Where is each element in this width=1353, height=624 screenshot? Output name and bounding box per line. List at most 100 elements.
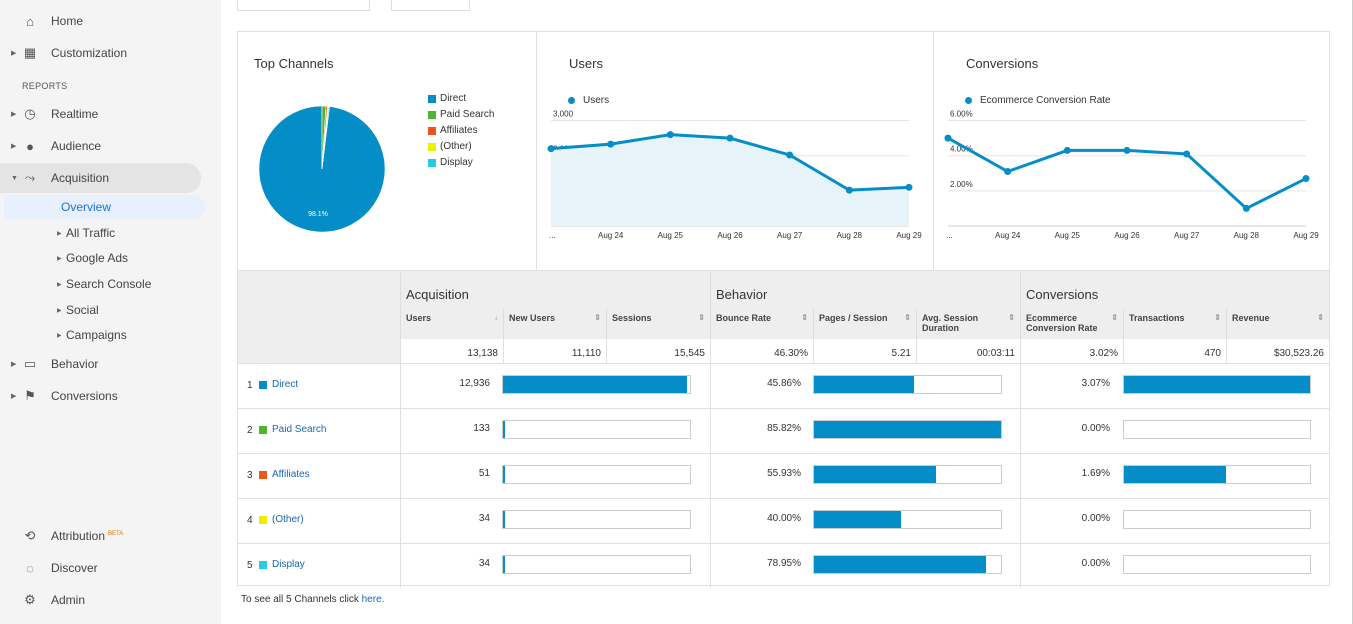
bounce-rate-value: 40.00%: [767, 513, 801, 524]
nav-overview[interactable]: Overview: [4, 195, 205, 219]
nav-realtime[interactable]: ▶ ◷ Realtime: [0, 99, 221, 129]
nav-realtime-label: Realtime: [51, 107, 99, 121]
data-point[interactable]: [1063, 146, 1071, 154]
channel-link[interactable]: Display: [272, 559, 305, 570]
data-point[interactable]: [905, 183, 913, 191]
data-point[interactable]: [726, 134, 734, 142]
conversions-title: Conversions: [966, 56, 1039, 71]
nav-discover[interactable]: ◌ Discover: [0, 553, 221, 583]
x-tick-label: Aug 26: [717, 231, 743, 240]
column-separator: [400, 364, 401, 408]
conversion-rate-value: 0.00%: [1081, 558, 1110, 569]
bounce-rate-value: 85.82%: [767, 423, 801, 434]
sort-icon[interactable]: ⇕: [1317, 313, 1324, 322]
channel-swatch: [259, 426, 267, 434]
nav-conversions-label: Conversions: [51, 389, 118, 403]
table-row: 3 Affiliates 51 55.93% 1.69%: [238, 453, 1329, 498]
column-header-label: Pages / Session: [819, 313, 888, 323]
column-header[interactable]: Avg. Session Duration ⇕: [916, 309, 1020, 339]
nav-google-ads[interactable]: ▶ Google Ads: [0, 246, 221, 270]
sort-icon[interactable]: ⇕: [801, 313, 808, 322]
users-legend: Users: [568, 95, 609, 106]
sort-icon[interactable]: ⇕: [904, 313, 911, 322]
dashboard-icon: ▦: [23, 45, 37, 60]
pie-slice[interactable]: [321, 106, 330, 170]
channel-link[interactable]: Paid Search: [272, 424, 327, 435]
sort-icon[interactable]: ⇕: [1111, 313, 1118, 322]
table-corner: [238, 271, 400, 309]
nav-social[interactable]: ▶ Social: [0, 298, 221, 322]
pie-legend-item: Display: [428, 157, 473, 168]
sort-icon[interactable]: ⇕: [1214, 313, 1221, 322]
nav-conversions[interactable]: ▶ ⚑ Conversions: [0, 381, 221, 411]
caret-right-icon: ▶: [11, 361, 17, 368]
channel-link[interactable]: Affiliates: [272, 469, 310, 480]
column-header[interactable]: Revenue ⇕: [1226, 309, 1329, 339]
sort-icon[interactable]: ⇕: [1008, 313, 1015, 322]
data-point[interactable]: [1302, 175, 1310, 183]
sort-desc-icon[interactable]: ↓: [494, 313, 498, 322]
top-control-stub[interactable]: [237, 0, 370, 11]
bounce-rate-bar: [813, 555, 1002, 574]
x-tick-label: Aug 26: [1114, 231, 1140, 240]
channel-link[interactable]: Direct: [272, 379, 299, 390]
channel-link[interactable]: (Other): [272, 514, 304, 525]
column-header[interactable]: New Users ⇕: [503, 309, 606, 339]
x-tick-label: Aug 24: [598, 231, 624, 240]
nav-search-console[interactable]: ▶ Search Console: [0, 272, 221, 296]
nav-admin[interactable]: ⚙ Admin: [0, 585, 221, 615]
data-point[interactable]: [666, 131, 674, 139]
nav-customization-label: Customization: [51, 46, 128, 60]
nav-all-traffic[interactable]: ▶ All Traffic: [0, 221, 221, 245]
users-bar-fill: [503, 511, 505, 528]
column-header[interactable]: Ecommerce Conversion Rate ⇕: [1020, 309, 1123, 339]
x-tick-label: Aug 27: [1174, 231, 1200, 240]
channel-swatch: [259, 561, 267, 569]
nav-campaigns-label: Campaigns: [66, 328, 127, 342]
data-point[interactable]: [1183, 150, 1191, 158]
conversion-rate-bar-fill: [1124, 466, 1227, 483]
data-point[interactable]: [786, 151, 794, 159]
table-row: 1 Direct 12,936 45.86% 3.07%: [238, 363, 1329, 408]
row-index: 1: [247, 380, 253, 391]
sort-icon[interactable]: ⇕: [698, 313, 705, 322]
footer-here-link[interactable]: here.: [361, 594, 385, 605]
sort-icon[interactable]: ⇕: [594, 313, 601, 322]
data-point[interactable]: [1123, 146, 1131, 154]
nav-home-label: Home: [51, 14, 84, 28]
x-tick-label: Aug 27: [777, 231, 803, 240]
column-header[interactable]: Pages / Session ⇕: [813, 309, 916, 339]
bounce-rate-bar: [813, 465, 1002, 484]
data-point[interactable]: [607, 140, 615, 148]
x-tick-label: Aug 28: [1234, 231, 1260, 240]
column-header[interactable]: Transactions ⇕: [1123, 309, 1226, 339]
nav-home[interactable]: ⌂ Home: [0, 6, 221, 36]
conversion-rate-bar-fill: [1124, 376, 1310, 393]
top-control-stub[interactable]: [391, 0, 470, 11]
column-header[interactable]: Bounce Rate ⇕: [710, 309, 813, 339]
table-corner-lower: [238, 309, 400, 363]
nav-audience-label: Audience: [51, 139, 102, 153]
data-point[interactable]: [1004, 168, 1012, 176]
nav-acquisition[interactable]: ▼ ⤳ Acquisition: [0, 163, 201, 193]
data-point[interactable]: [547, 145, 555, 153]
column-separator: [400, 454, 401, 498]
users-bar: [502, 555, 691, 574]
nav-customization[interactable]: ▶ ▦ Customization: [0, 38, 221, 68]
data-point[interactable]: [845, 186, 853, 194]
column-separator: [400, 499, 401, 543]
data-point[interactable]: [944, 134, 952, 142]
nav-audience[interactable]: ▶ ● Audience: [0, 131, 221, 161]
nav-campaigns[interactable]: ▶ Campaigns: [0, 323, 221, 347]
row-index: 4: [247, 515, 253, 526]
nav-attribution[interactable]: ⟲ Attribution BETA: [0, 521, 221, 551]
nav-behavior[interactable]: ▶ ▭ Behavior: [0, 349, 221, 379]
gear-icon: ⚙: [24, 592, 36, 607]
column-header[interactable]: Users ↓: [400, 309, 503, 339]
column-header[interactable]: Sessions ⇕: [606, 309, 710, 339]
bounce-rate-bar-fill: [814, 376, 915, 393]
column-header-label: Bounce Rate: [716, 313, 772, 323]
conversion-rate-bar: [1123, 375, 1311, 394]
data-point[interactable]: [1242, 204, 1250, 212]
